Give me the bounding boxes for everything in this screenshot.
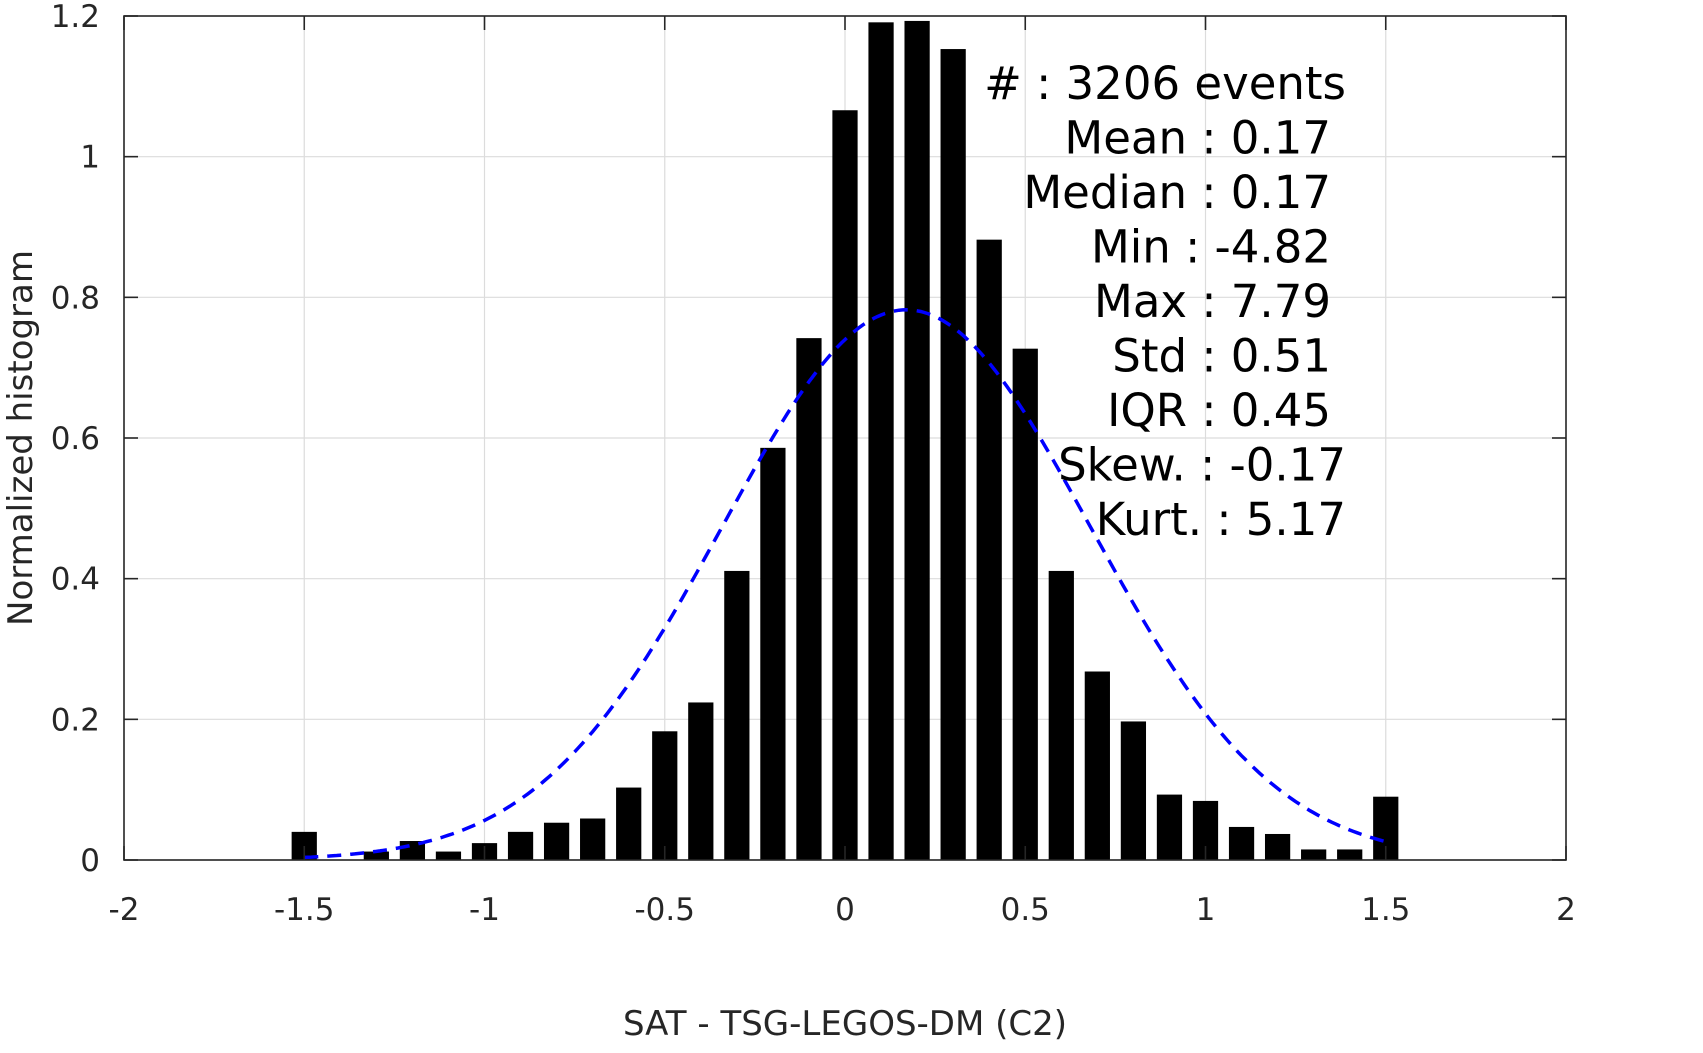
fit-curve-line [304, 308, 1387, 860]
histogram-bar [1048, 570, 1074, 860]
histogram-bar [940, 49, 966, 861]
x-tick-label: 2 [1556, 892, 1576, 928]
histogram-bar [616, 787, 642, 860]
histogram-bar [904, 20, 930, 860]
histogram-bar [1156, 794, 1183, 860]
stats-line-max: Max : 7.79 [1094, 275, 1331, 328]
y-tick-label: 1 [80, 140, 100, 176]
histogram-bar [363, 851, 389, 860]
histogram-bar [543, 822, 570, 860]
y-tick-label: 0.4 [51, 562, 100, 598]
stats-line-events: # : 3206 events [984, 57, 1346, 110]
stats-line-skew: Skew. : -0.17 [1058, 439, 1346, 492]
histogram-bar [1228, 826, 1255, 860]
histogram-bar [688, 702, 714, 860]
stats-line-std: Std : 0.51 [1112, 330, 1331, 383]
statistics-annotation: # : 3206 events Mean : 0.17 Median : 0.1… [984, 57, 1346, 546]
histogram-bar [832, 110, 858, 861]
histogram-bar [976, 239, 1002, 860]
histogram-bar [1301, 849, 1327, 860]
y-tick-label: 0 [80, 843, 100, 879]
y-tick-label: 1.2 [51, 0, 100, 35]
stats-line-min: Min : -4.82 [1091, 221, 1331, 274]
y-tick-label: 0.2 [51, 702, 100, 738]
histogram-bar [1120, 721, 1147, 860]
histogram-bar [580, 818, 606, 860]
stats-line-iqr: IQR : 0.45 [1107, 384, 1331, 437]
normal-fit-curve [304, 308, 1387, 860]
x-tick-label: 0 [835, 892, 855, 928]
histogram-bar [507, 831, 534, 860]
histogram-bar [1264, 833, 1291, 860]
histogram-bar [868, 22, 894, 860]
histogram-bars [291, 20, 1399, 861]
x-tick-label: -0.5 [635, 892, 696, 928]
histogram-bar [724, 570, 750, 860]
histogram-bar [652, 731, 678, 860]
stats-line-kurt: Kurt. : 5.17 [1096, 493, 1346, 546]
x-axis-label: SAT - TSG-LEGOS-DM (C2) [623, 1004, 1067, 1044]
x-tick-label: -1.5 [274, 892, 335, 928]
y-tick-labels: 0 0.2 0.4 0.6 0.8 1 1.2 [51, 0, 100, 879]
x-tick-label: 1.5 [1361, 892, 1410, 928]
stats-line-mean: Mean : 0.17 [1064, 112, 1331, 165]
histogram-bar [796, 338, 822, 860]
x-tick-label: 1 [1196, 892, 1216, 928]
histogram-bar [1337, 849, 1363, 860]
x-tick-label: -1 [469, 892, 500, 928]
histogram-bar [760, 447, 786, 860]
x-tick-label: -2 [109, 892, 140, 928]
stats-line-median: Median : 0.17 [1023, 166, 1331, 219]
y-tick-label: 0.6 [51, 421, 100, 457]
histogram-bar [1084, 671, 1110, 860]
axis-ticks [123, 15, 1567, 861]
y-tick-label: 0.8 [51, 280, 100, 316]
histogram-bar [1012, 348, 1038, 860]
x-tick-labels: -2 -1.5 -1 -0.5 0 0.5 1 1.5 2 [109, 892, 1576, 928]
histogram-bar [435, 851, 462, 860]
y-axis-label: Normalized histogram [1, 250, 41, 626]
x-tick-label: 0.5 [1001, 892, 1050, 928]
